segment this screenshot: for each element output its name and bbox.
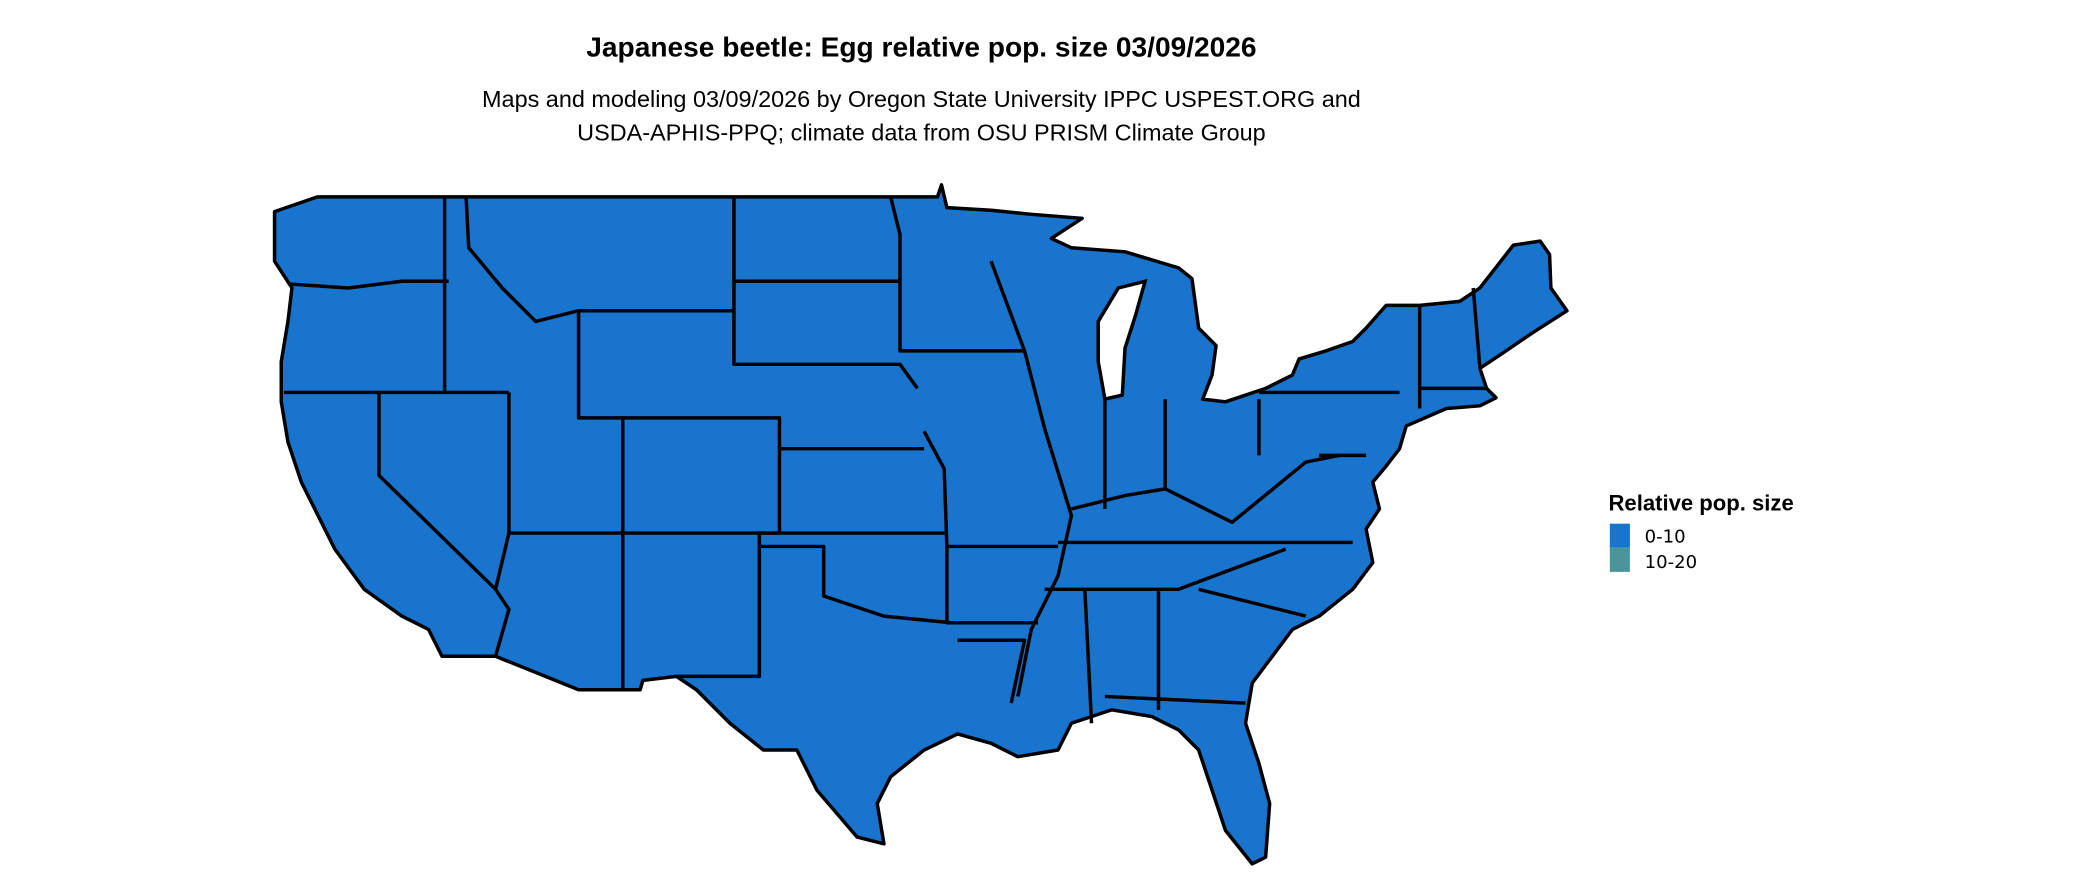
legend-label-0-10: 0-10: [1645, 526, 1686, 547]
state-border: [377, 392, 497, 591]
state-border: [1016, 350, 1074, 697]
legend-swatch-0-10: [1609, 523, 1630, 548]
lake-michigan: [1096, 278, 1148, 402]
state-border: [957, 638, 1027, 704]
map-subtitle-line1: Maps and modeling 03/09/2026 by Oregon S…: [482, 86, 1361, 112]
state-border: [1071, 453, 1340, 525]
legend: Relative pop. size 0-10 10-20: [1608, 490, 1793, 573]
map-title: Japanese beetle: Egg relative pop. size …: [586, 31, 1256, 62]
state-border: [464, 196, 579, 324]
state-border: [287, 279, 449, 290]
state-border: [1198, 587, 1307, 618]
legend-label-10-20: 10-20: [1645, 552, 1698, 573]
state-border: [989, 260, 1027, 352]
state-border: [1044, 547, 1287, 592]
state-border: [1083, 589, 1094, 724]
state-border: [1104, 694, 1246, 705]
state-border: [888, 196, 1025, 353]
state-border: [732, 310, 919, 390]
state-border: [759, 544, 952, 625]
state-border: [676, 533, 762, 679]
map-subtitle-line2: USDA-APHIS-PPQ; climate data from OSU PR…: [577, 120, 1266, 146]
legend-swatch-10-20: [1609, 547, 1630, 572]
state-border: [576, 310, 625, 690]
state-border: [1471, 287, 1482, 369]
state-border: [508, 416, 782, 535]
legend-title: Relative pop. size: [1608, 490, 1793, 515]
state-border: [493, 392, 511, 657]
us-outline: [272, 183, 1569, 866]
us-map: [272, 183, 1569, 866]
